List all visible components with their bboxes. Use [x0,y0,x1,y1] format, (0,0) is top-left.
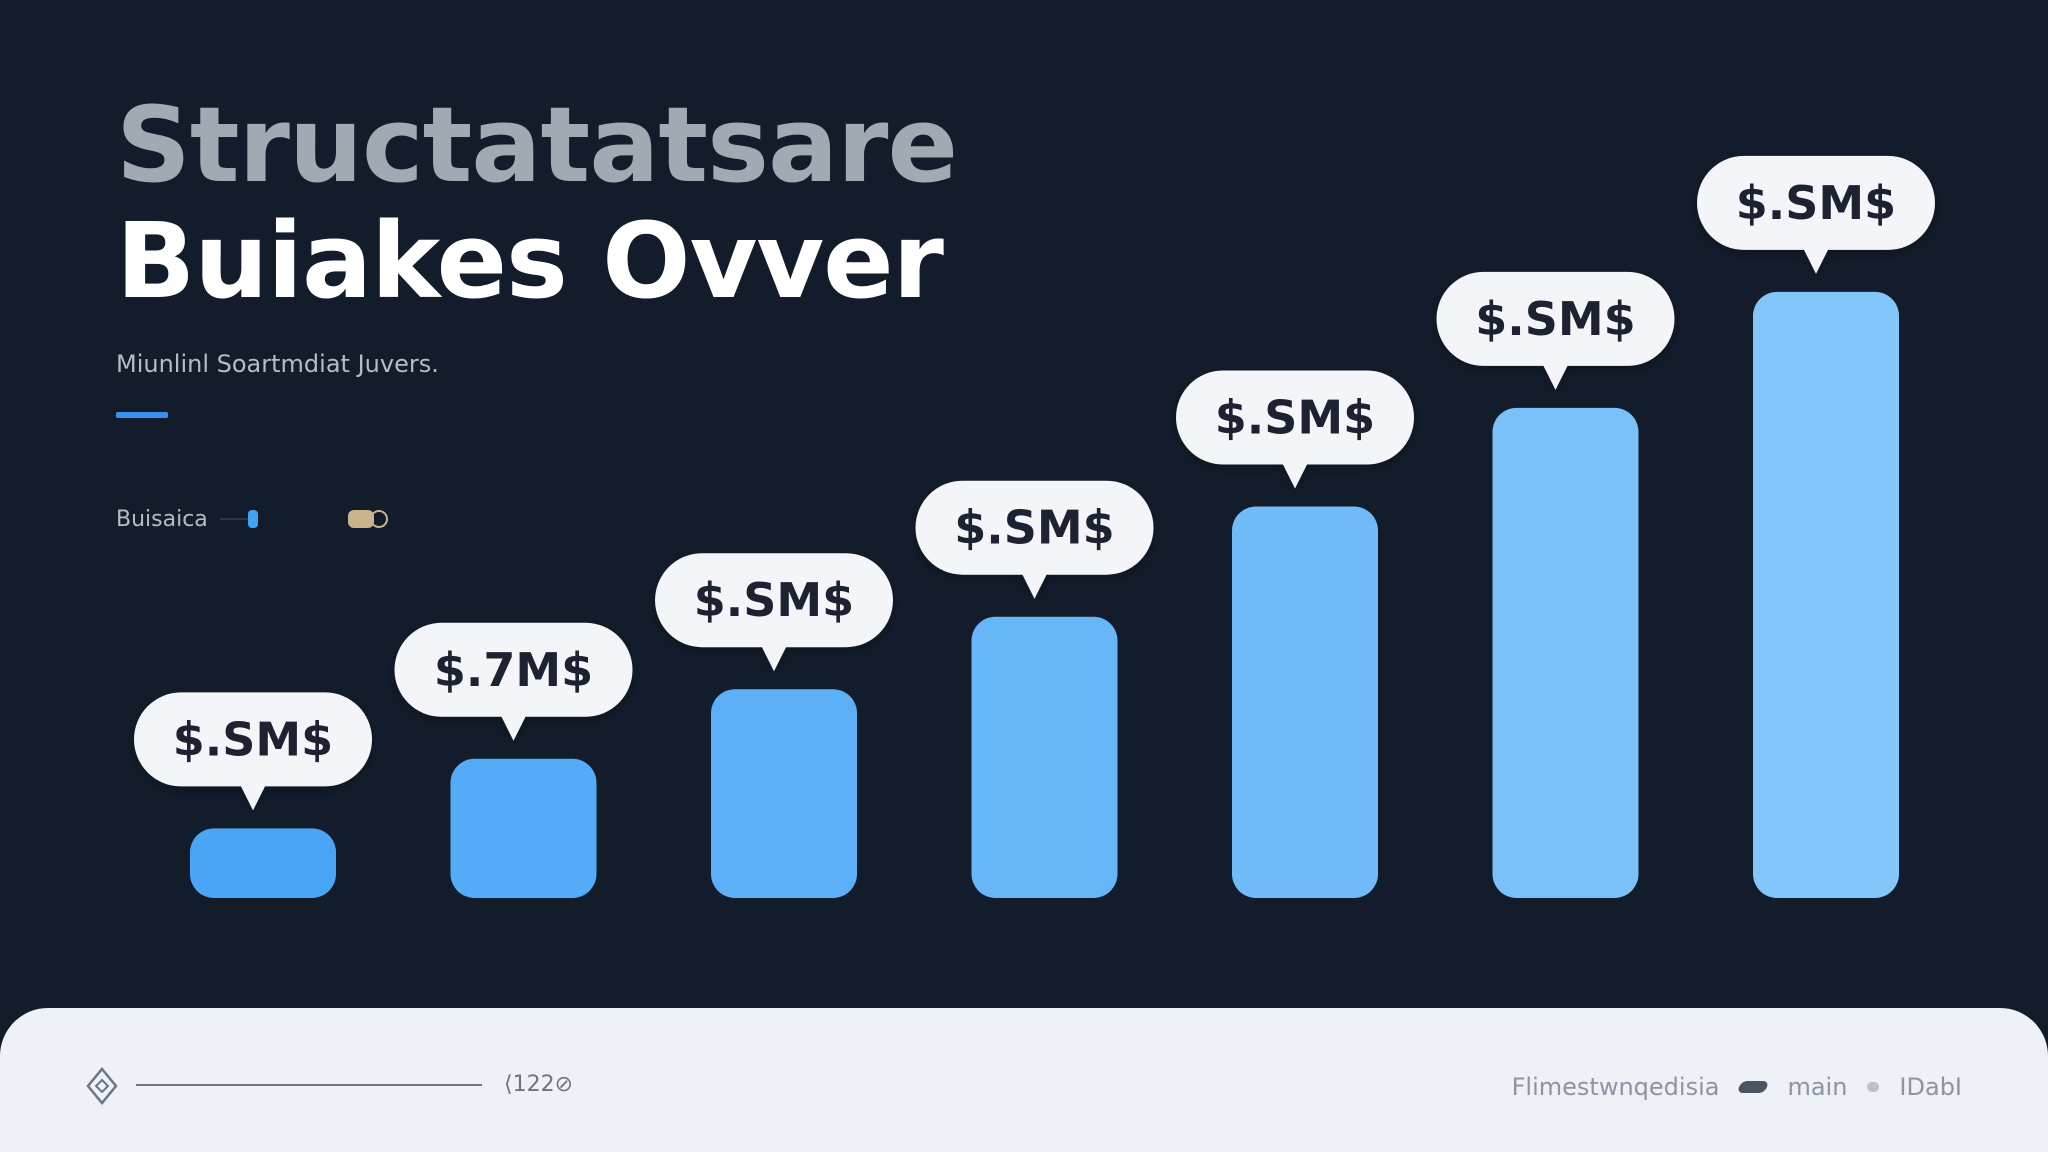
data-label-text-3: $.SM$ [694,573,854,627]
bar-2[interactable] [450,758,597,898]
accent-divider [116,412,168,418]
data-label-text-1: $.SM$ [173,712,333,766]
subtitle: Miunlinl Soartmdiat Juvers. [116,350,439,378]
footer-text-3[interactable]: IDabI [1899,1073,1962,1101]
data-label-5: $.SM$ [1176,370,1414,489]
progress-track[interactable] [136,1084,482,1086]
data-label-text-4: $.SM$ [954,501,1114,555]
legend: Buisaica [116,503,394,535]
data-label-text-6: $.SM$ [1475,292,1635,346]
bar-chart: $.SM$ $.7M$ $.SM$ $.SM$ $.SM$ $.SM$ $.SM$ [134,155,1935,899]
footer-bar: ⟨122⊘ Flimestwnqedisia main IDabI [0,1008,2048,1152]
data-label-1: $.SM$ [134,692,372,811]
legend-line [219,518,248,520]
footer-right-group: Flimestwnqedisia main IDabI [1512,1070,1962,1104]
data-label-3: $.SM$ [655,553,893,672]
footer-text-2[interactable]: main [1787,1073,1848,1101]
footer-count: ⟨122⊘ [504,1072,574,1097]
data-label-4: $.SM$ [915,480,1154,599]
title-line-1: Structatatsare [116,84,958,206]
footer-text-1: Flimestwnqedisia [1511,1073,1720,1101]
bar-4[interactable] [971,616,1118,898]
data-label-text-5: $.SM$ [1215,391,1375,445]
data-label-2: $.7M$ [394,622,633,741]
data-label-text-2: $.7M$ [434,643,593,697]
data-label-6: $.SM$ [1436,271,1675,390]
bar-3[interactable] [711,689,857,898]
bar-1[interactable] [190,828,336,898]
pill-icon[interactable] [1737,1081,1770,1093]
data-label-text-7: $.SM$ [1736,176,1896,230]
bar-6[interactable] [1492,407,1639,898]
dot-icon [1867,1082,1880,1092]
legend-swatch [247,510,258,528]
legend-toggle-icon[interactable] [347,508,394,530]
legend-label: Buisaica [116,506,208,532]
data-label-7: $.SM$ [1697,155,1935,274]
bar-7[interactable] [1753,291,1899,898]
bar-5[interactable] [1232,506,1378,899]
title-line-2: Buiakes Ovver [116,200,944,322]
diamond-icon[interactable] [84,1066,120,1106]
